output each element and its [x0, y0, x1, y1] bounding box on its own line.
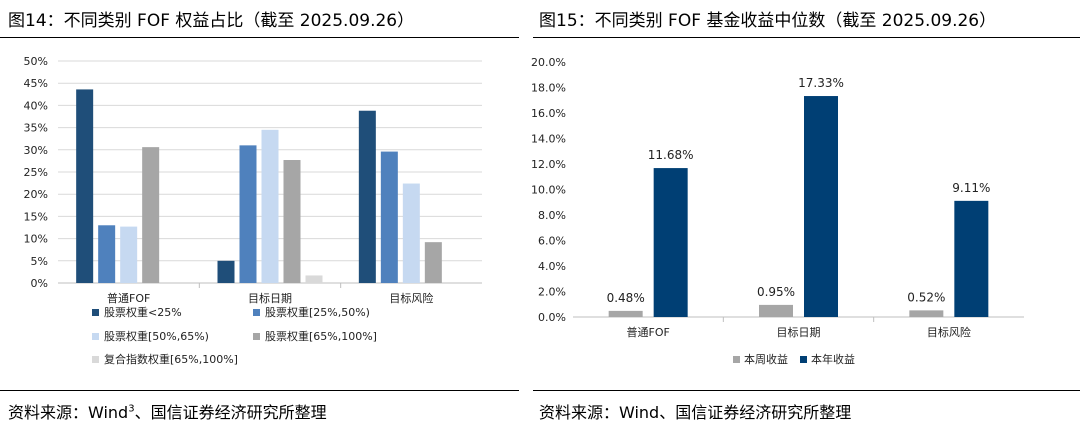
- left-legend-swatch: [253, 309, 260, 316]
- right-data-label: 0.95%: [757, 285, 795, 299]
- left-bar: [283, 160, 301, 283]
- right-y-tick-label: 18.0%: [531, 82, 566, 95]
- left-legend-swatch: [92, 333, 99, 340]
- right-y-tick-label: 4.0%: [538, 260, 566, 273]
- right-bar: [653, 168, 688, 317]
- right-data-label: 0.52%: [907, 290, 945, 304]
- right-y-tick-label: 16.0%: [531, 107, 566, 120]
- right-data-label: 9.11%: [952, 181, 990, 195]
- right-y-tick-label: 14.0%: [531, 133, 566, 146]
- right-y-tick-label: 8.0%: [538, 209, 566, 222]
- left-bar: [142, 147, 160, 283]
- right-bar: [759, 304, 793, 317]
- right-y-tick-label: 20.0%: [531, 56, 566, 69]
- right-y-tick-label: 12.0%: [531, 158, 566, 171]
- right-bar: [954, 200, 989, 317]
- right-bar: [909, 310, 944, 317]
- left-legend-label: 股票权重<25%: [104, 305, 182, 319]
- left-y-tick-label: 15%: [24, 210, 48, 223]
- left-bar: [76, 89, 94, 283]
- left-y-tick-label: 45%: [24, 77, 48, 90]
- left-legend-label: 股票权重[65%,100%]: [265, 329, 377, 343]
- right-data-label: 17.33%: [798, 76, 844, 90]
- right-title-rule: [533, 37, 1080, 38]
- left-source-prefix: 资料来源：Wind: [8, 403, 129, 422]
- left-y-tick-label: 10%: [24, 233, 48, 246]
- left-category-label: 普通FOF: [107, 291, 150, 305]
- left-bar: [98, 225, 116, 283]
- right-y-tick-label: 2.0%: [538, 286, 566, 299]
- right-source-note: 资料来源：Wind、国信证券经济研究所整理: [539, 403, 852, 422]
- left-legend-swatch: [92, 356, 99, 363]
- left-category-label: 目标风险: [389, 291, 433, 305]
- right-y-tick-label: 0.0%: [538, 311, 566, 324]
- left-category-label: 目标日期: [248, 291, 292, 305]
- left-source-suffix: 、国信证券经济研究所整理: [134, 403, 327, 422]
- left-y-tick-label: 50%: [24, 55, 48, 68]
- left-y-tick-label: 0%: [31, 277, 48, 290]
- left-chart-title: 图14：不同类别 FOF 权益占比（截至 2025.09.26）: [8, 11, 415, 31]
- left-y-tick-label: 35%: [24, 122, 48, 135]
- left-bar: [358, 110, 376, 283]
- right-bar: [804, 96, 838, 317]
- left-bar: [120, 226, 138, 283]
- left-bar: [261, 129, 279, 283]
- right-category-label: 目标日期: [777, 325, 821, 339]
- right-legend-label: 本年收益: [811, 352, 855, 366]
- left-y-tick-label: 25%: [24, 166, 48, 179]
- left-legend-label: 股票权重[50%,65%): [104, 329, 209, 343]
- left-bar: [380, 151, 398, 283]
- left-y-tick-label: 30%: [24, 144, 48, 157]
- right-source-rule: [533, 390, 1080, 391]
- left-legend-label: 复合指数权重[65%,100%]: [104, 352, 238, 366]
- left-source-rule: [0, 390, 519, 391]
- right-legend-swatch: [800, 356, 807, 363]
- right-chart-title: 图15：不同类别 FOF 基金收益中位数（截至 2025.09.26）: [539, 11, 997, 31]
- right-category-label: 普通FOF: [627, 325, 670, 339]
- left-bar: [424, 242, 442, 283]
- right-bar: [608, 310, 643, 317]
- left-legend-label: 股票权重[25%,50%): [265, 305, 370, 319]
- left-bar: [402, 183, 420, 283]
- right-y-tick-label: 6.0%: [538, 235, 566, 248]
- right-legend-label: 本周收益: [744, 352, 788, 366]
- left-source-footnote-mark: 3: [128, 403, 135, 415]
- left-legend-swatch: [92, 309, 99, 316]
- left-bar: [217, 260, 235, 283]
- left-title-rule: [0, 37, 519, 38]
- left-legend-swatch: [253, 333, 260, 340]
- left-y-tick-label: 20%: [24, 188, 48, 201]
- right-data-label: 0.48%: [607, 291, 645, 305]
- right-category-label: 目标风险: [927, 325, 971, 339]
- left-y-tick-label: 40%: [24, 99, 48, 112]
- left-y-tick-label: 5%: [31, 255, 48, 268]
- left-bar: [305, 275, 323, 283]
- right-y-tick-label: 10.0%: [531, 184, 566, 197]
- right-legend-swatch: [733, 356, 740, 363]
- right-data-label: 11.68%: [648, 148, 694, 162]
- left-bar: [239, 145, 257, 283]
- left-source-note: 资料来源：Wind3、国信证券经济研究所整理: [8, 399, 327, 423]
